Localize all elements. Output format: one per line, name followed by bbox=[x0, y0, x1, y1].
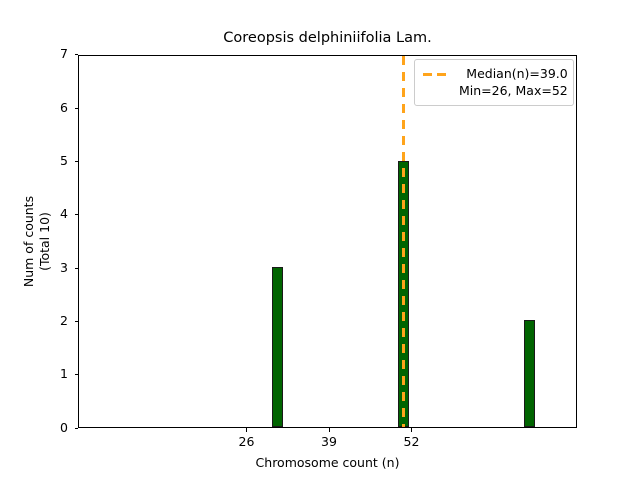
legend-entry-text: Median(n)=39.0 Min=26, Max=52 bbox=[459, 65, 568, 99]
y-tick-label-6: 6 bbox=[60, 99, 68, 115]
x-tick-mark-52 bbox=[411, 428, 413, 432]
x-tick-label-52: 52 bbox=[403, 434, 420, 449]
y-tick-mark-6 bbox=[74, 107, 78, 109]
y-tick-mark-3 bbox=[74, 267, 78, 269]
bar-26 bbox=[271, 267, 284, 427]
y-tick-mark-2 bbox=[74, 320, 78, 322]
y-axis-label-secondary: (Total 10) bbox=[37, 55, 64, 428]
y-axis-label-line1: Num of counts bbox=[21, 195, 36, 288]
x-tick-mark-26 bbox=[246, 428, 248, 432]
plot-area bbox=[78, 55, 577, 428]
y-tick-mark-7 bbox=[74, 54, 78, 56]
median-line bbox=[401, 56, 406, 427]
y-tick-label-1: 1 bbox=[60, 366, 68, 382]
y-tick-mark-1 bbox=[74, 374, 78, 376]
legend-dashed-line-icon bbox=[422, 66, 452, 82]
x-tick-label-39: 39 bbox=[321, 434, 337, 449]
legend-label-median: Median(n)=39.0 bbox=[466, 66, 568, 81]
x-tick-label-26: 26 bbox=[238, 434, 255, 449]
y-tick-label-7: 7 bbox=[60, 46, 68, 62]
y-tick-label-5: 5 bbox=[60, 153, 68, 168]
y-tick-mark-5 bbox=[74, 161, 78, 163]
x-axis-label: Chromosome count (n) bbox=[255, 455, 400, 470]
bar-52 bbox=[523, 320, 536, 427]
y-tick-mark-4 bbox=[74, 214, 78, 216]
y-tick-mark-0 bbox=[74, 427, 78, 429]
y-tick-label-4: 4 bbox=[60, 206, 68, 222]
chart-title: Coreopsis delphiniifolia Lam. bbox=[223, 30, 432, 46]
y-tick-label-2: 2 bbox=[60, 312, 68, 328]
legend: Median(n)=39.0 Min=26, Max=52 bbox=[414, 59, 574, 106]
y-tick-label-0: 0 bbox=[60, 419, 68, 435]
y-tick-label-3: 3 bbox=[60, 259, 68, 275]
y-axis-label-line2: (Total 10) bbox=[37, 212, 52, 271]
legend-label-minmax: Min=26, Max=52 bbox=[459, 83, 568, 98]
x-tick-mark-39 bbox=[328, 428, 330, 432]
